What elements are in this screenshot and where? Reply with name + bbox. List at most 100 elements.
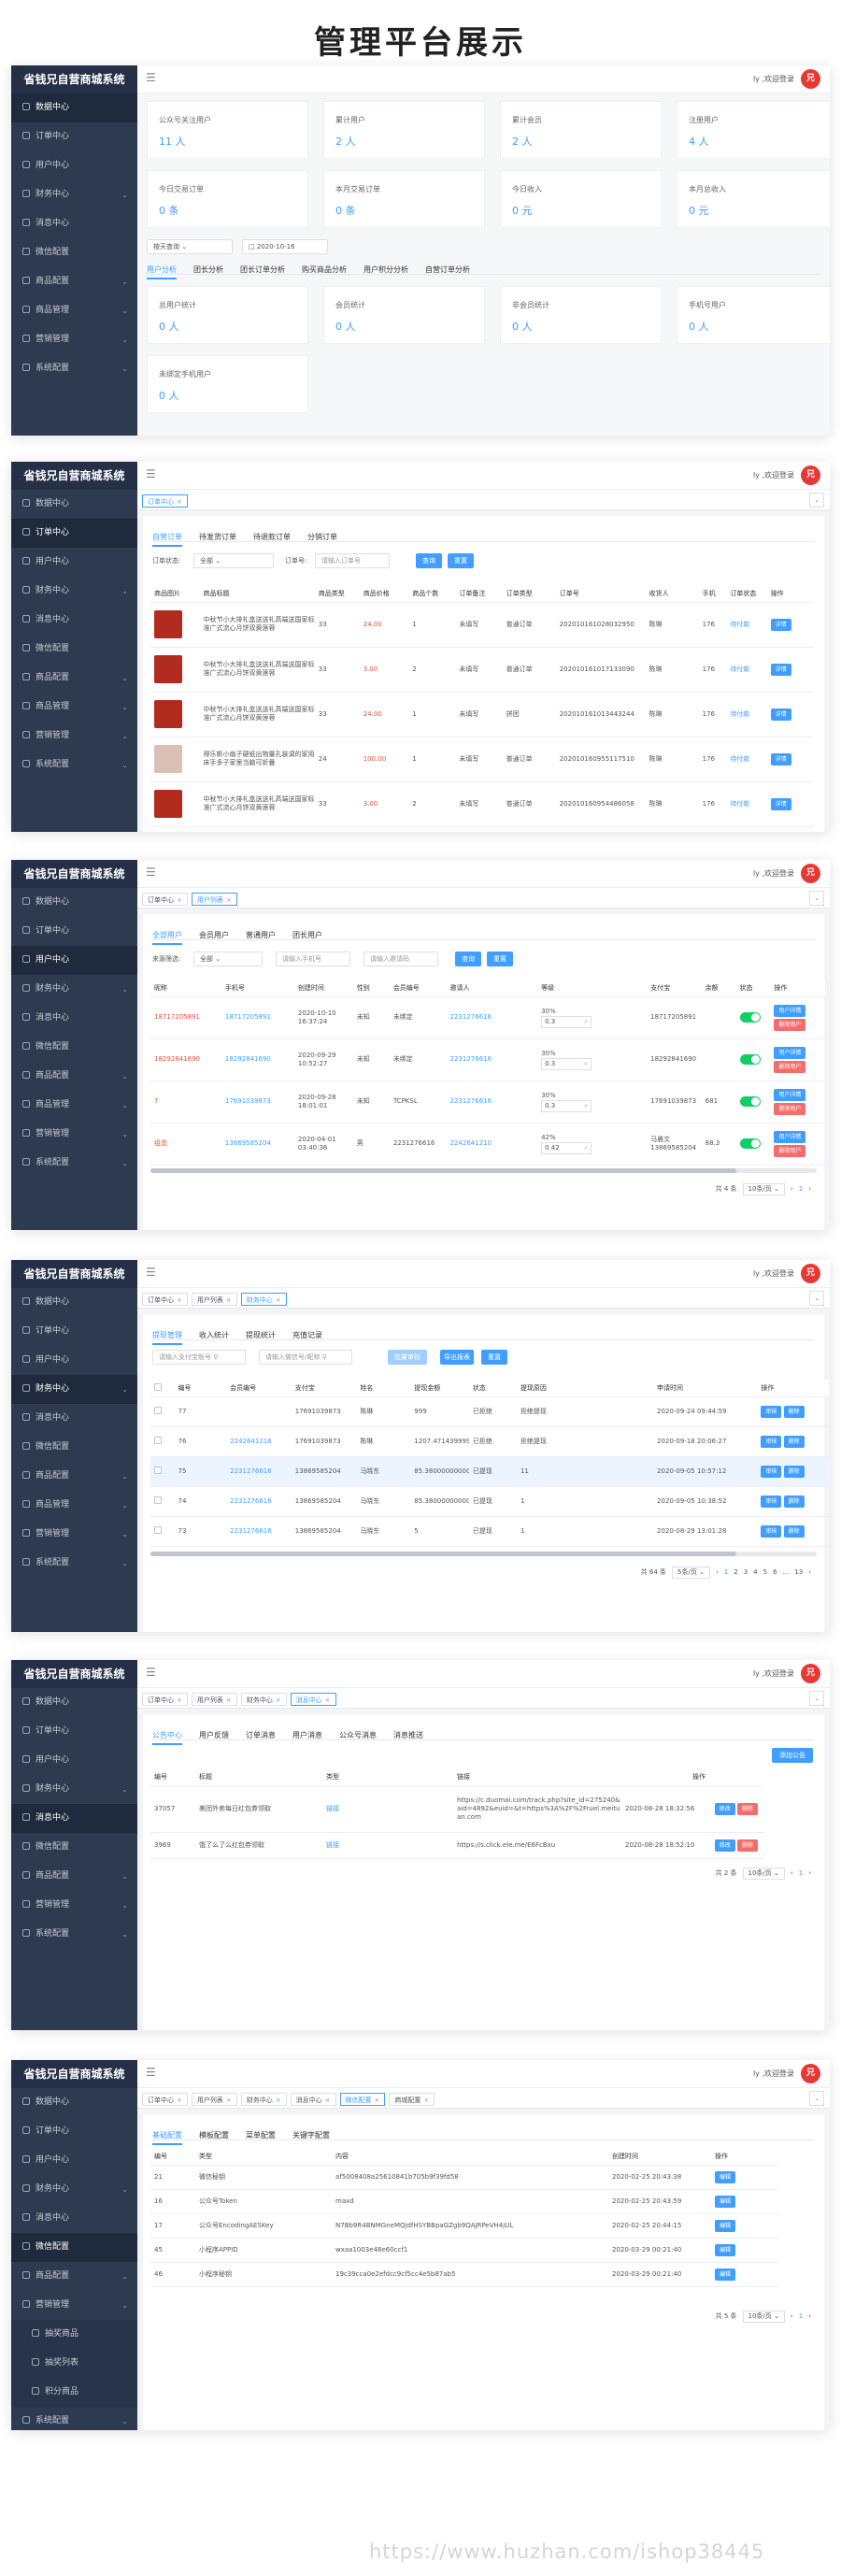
tab-2[interactable]: 菜单配置: [246, 2131, 276, 2140]
visited-tag[interactable]: 商城配置 ×: [389, 2093, 435, 2106]
detail-button[interactable]: 详情: [770, 618, 791, 631]
sidebar-item-5[interactable]: 微信配置: [11, 1433, 137, 1462]
tab-1[interactable]: 收入统计: [199, 1331, 229, 1339]
delete-button[interactable]: 删除: [736, 1839, 758, 1852]
user-detail-button[interactable]: 用户详情: [774, 1046, 806, 1059]
sidebar-item-8[interactable]: 营销管理 ⌄: [11, 722, 137, 751]
edit-button[interactable]: 编辑: [715, 2243, 736, 2256]
sidebar-item-7[interactable]: 商品管理 ⌄: [11, 1491, 137, 1520]
sidebar-item-2[interactable]: 用户中心: [11, 548, 137, 577]
detail-button[interactable]: 详情: [770, 663, 791, 676]
visited-tag[interactable]: 订单中心 ×: [142, 2093, 188, 2106]
sidebar-item-3[interactable]: 财务中心 ⌄: [11, 1775, 137, 1804]
visited-tag[interactable]: 微信配置 ×: [339, 2093, 386, 2106]
sidebar-item-1[interactable]: 订单中心: [11, 1717, 137, 1746]
sidebar-item-6[interactable]: 商品配置 ⌄: [11, 267, 137, 296]
sidebar-item-4[interactable]: 消息中心: [11, 1404, 137, 1433]
sidebar-item-6[interactable]: 商品配置 ⌄: [11, 664, 137, 693]
sidebar-item-4[interactable]: 消息中心: [11, 606, 137, 635]
edit-button[interactable]: 编辑: [715, 2195, 736, 2208]
wechat-input[interactable]: 请输入微信号/昵称 ⚲: [259, 1350, 352, 1365]
delete-user-button[interactable]: 删除用户: [774, 1060, 806, 1073]
sidebar-item-6[interactable]: 商品配置 ⌄: [11, 1462, 137, 1491]
edit-button[interactable]: 编辑: [715, 2268, 736, 2281]
review-button[interactable]: 审核: [761, 1435, 782, 1448]
tab-3[interactable]: 团长用户: [292, 931, 322, 939]
sidebar-subitem-1[interactable]: 抽奖列表: [11, 2349, 137, 2378]
tab-0[interactable]: 基础配置: [152, 2128, 182, 2145]
row-checkbox[interactable]: [154, 1436, 162, 1444]
chevron-down-icon[interactable]: ⌄: [809, 1291, 824, 1306]
visited-tag[interactable]: 用户列表 ×: [191, 1693, 237, 1706]
tab-1[interactable]: 待发货订单: [199, 533, 236, 541]
close-icon[interactable]: ×: [177, 896, 182, 904]
sidebar-item-4[interactable]: 消息中心: [11, 1004, 137, 1033]
review-button[interactable]: 审核: [761, 1405, 782, 1418]
tab-0[interactable]: 自营订单: [152, 530, 182, 547]
sidebar-item-5[interactable]: 微信配置: [11, 635, 137, 664]
search-button[interactable]: 查询: [455, 952, 481, 966]
chevron-down-icon[interactable]: ⌄: [809, 2091, 824, 2106]
export-button[interactable]: 导出报表: [440, 1350, 474, 1365]
sidebar-item-9[interactable]: 系统配置 ⌄: [11, 1549, 137, 1578]
review-button[interactable]: 审核: [761, 1524, 782, 1538]
row-checkbox[interactable]: [154, 1406, 162, 1414]
sidebar-item-2[interactable]: 用户中心: [11, 2146, 137, 2175]
delete-button[interactable]: 删除: [736, 1802, 758, 1815]
sidebar-item-5[interactable]: 微信配置: [11, 1833, 137, 1862]
chevron-down-icon[interactable]: ⌄: [809, 1691, 824, 1706]
delete-button[interactable]: 删除: [783, 1495, 805, 1508]
tab-0[interactable]: 全部用户: [152, 928, 182, 945]
detail-button[interactable]: 详情: [770, 752, 791, 766]
close-icon[interactable]: ×: [423, 2097, 430, 2104]
menu-toggle-icon[interactable]: ☰: [146, 467, 156, 480]
sidebar-item-8[interactable]: 营销管理 ⌄: [11, 325, 137, 354]
delete-button[interactable]: 删除: [783, 1405, 805, 1418]
sidebar-subitem-0[interactable]: 抽奖商品: [11, 2320, 137, 2349]
visited-tag[interactable]: 订单中心 ×: [142, 1293, 188, 1306]
sidebar-item-9[interactable]: 系统配置 ⌄: [11, 354, 137, 383]
sidebar-item-0[interactable]: 数据中心: [11, 93, 137, 122]
sidebar-item-7[interactable]: 商品管理 ⌄: [11, 296, 137, 325]
tab-0[interactable]: 公告中心: [152, 1728, 182, 1745]
status-select[interactable]: 全部 ⌄: [193, 553, 274, 568]
visited-tag[interactable]: 消息中心 ×: [290, 1693, 336, 1706]
reset-button[interactable]: 重置: [487, 952, 513, 966]
reset-button[interactable]: 重置: [448, 553, 474, 568]
tab-4[interactable]: 公众号消息: [339, 1731, 377, 1739]
visited-tag[interactable]: 财务中心 ×: [240, 2093, 287, 2106]
menu-toggle-icon[interactable]: ☰: [146, 1266, 156, 1279]
tab-1[interactable]: 用户反馈: [199, 1731, 229, 1739]
close-icon[interactable]: ×: [374, 2097, 380, 2104]
tab-0[interactable]: 用户分析: [147, 263, 177, 279]
tab-3[interactable]: 充值记录: [292, 1331, 322, 1339]
tab-3[interactable]: 关键字配置: [292, 2131, 330, 2140]
sidebar-item-2[interactable]: 用户中心: [11, 151, 137, 180]
chevron-down-icon[interactable]: ⌄: [809, 891, 824, 906]
close-icon[interactable]: ×: [177, 1296, 182, 1304]
tab-1[interactable]: 团长分析: [193, 265, 223, 274]
sidebar-item-8[interactable]: 营销管理 ⌄: [11, 1520, 137, 1549]
close-icon[interactable]: ×: [324, 2097, 331, 2104]
visited-tag[interactable]: 订单中心 ×: [142, 893, 188, 906]
sidebar-item-7[interactable]: 商品管理 ⌄: [11, 693, 137, 722]
visited-tag[interactable]: 订单中心 ×: [142, 494, 188, 508]
sidebar-item-5[interactable]: 微信配置: [11, 1033, 137, 1062]
delete-user-button[interactable]: 删除用户: [774, 1018, 806, 1031]
tab-5[interactable]: 自营订单分析: [425, 265, 470, 274]
row-checkbox[interactable]: [154, 1466, 162, 1474]
sidebar-item-1[interactable]: 订单中心: [11, 1317, 137, 1346]
delete-user-button[interactable]: 删除用户: [774, 1102, 806, 1115]
level-input[interactable]: 0.3: [541, 1057, 592, 1070]
close-icon[interactable]: ×: [177, 1696, 182, 1704]
search-button[interactable]: 查询: [416, 553, 442, 568]
sidebar-item-2[interactable]: 用户中心: [11, 946, 137, 975]
tab-3[interactable]: 用户消息: [292, 1731, 322, 1739]
tab-4[interactable]: 用户积分分析: [363, 265, 408, 274]
avatar[interactable]: 兄: [801, 1264, 820, 1283]
range-select[interactable]: 按天查询 ⌄: [147, 239, 233, 254]
close-icon[interactable]: ×: [324, 1696, 331, 1704]
close-icon[interactable]: ×: [177, 2097, 182, 2104]
sidebar-item-8[interactable]: 系统配置 ⌄: [11, 1920, 137, 1949]
sidebar-item-8[interactable]: 营销管理 ⌄: [11, 1120, 137, 1149]
